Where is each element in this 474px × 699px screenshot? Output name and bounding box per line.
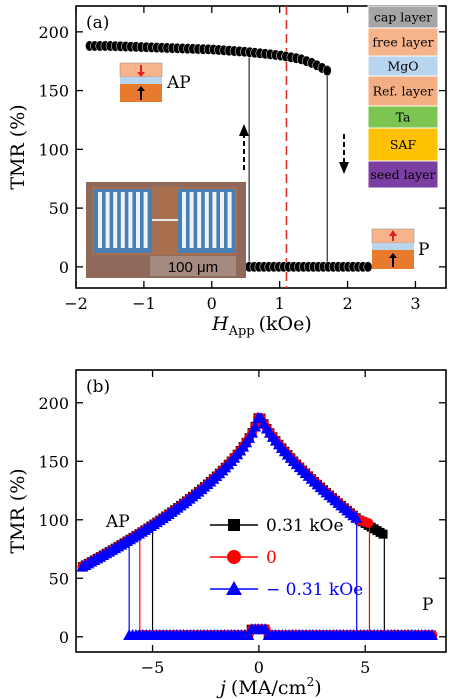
series-triangle-point [242, 629, 255, 641]
layer-saf [367, 127, 439, 162]
series-triangle-point [249, 420, 262, 432]
panel-a-xlabel: HApp (kOe) [211, 313, 312, 339]
coil-line [197, 192, 202, 248]
series-triangle-point [425, 629, 438, 641]
b-p-label: P [422, 595, 433, 615]
coil-line [105, 192, 110, 248]
device-micrograph: 100 μm [86, 182, 246, 278]
coil-line [212, 192, 217, 248]
coil-line [136, 192, 140, 248]
y-tick-label: 150 [38, 452, 69, 471]
sweep-down-arrow [339, 134, 349, 174]
legend-label: − 0.31 kOe [266, 580, 363, 600]
series-circle-point [363, 517, 374, 528]
legend-marker [227, 550, 241, 564]
panel-a-ticks: −2 −1 0 1 2 3 0 50 100 150 200 [38, 6, 446, 313]
legend: 0.31 kOe 0 − 0.31 kOe [210, 516, 363, 600]
panel-b-frame [75, 369, 447, 653]
x-tick-label: −5 [141, 658, 165, 677]
layer-label: MgO [387, 59, 418, 74]
y-tick-label: 50 [49, 569, 69, 588]
coil-line [182, 192, 186, 248]
x-tick-label: 5 [360, 658, 370, 677]
x-tick-label: 2 [342, 294, 352, 313]
x-tick-label: 1 [275, 294, 285, 313]
layer-ref-layer [367, 75, 439, 107]
y-tick-label: 0 [59, 258, 69, 277]
layer-label: seed layer [370, 167, 435, 182]
legend-label: 0 [266, 548, 277, 568]
coil-line [113, 192, 118, 248]
x-tick-label: −1 [132, 294, 156, 313]
panel-a-ylabel: TMR (%) [7, 104, 29, 189]
y-tick-label: 100 [38, 511, 69, 530]
p-label: P [418, 240, 429, 260]
y-tick-label: 100 [38, 140, 69, 159]
panel-a-frame [75, 5, 447, 289]
layer-label: Ref. layer [373, 84, 434, 99]
b-ap-label: AP [105, 512, 130, 532]
y-tick-label: 150 [38, 82, 69, 101]
y-tick-label: 50 [49, 199, 69, 218]
legend-marker [226, 581, 242, 595]
panel-b-ylabel: TMR (%) [7, 468, 29, 553]
ap-label: AP [166, 73, 191, 93]
coil-line [120, 192, 125, 248]
layer-label: cap layer [374, 10, 432, 25]
panel-a-data [85, 6, 373, 288]
coil-line [98, 192, 102, 248]
layer-label: Ta [396, 110, 411, 125]
coil-line [204, 192, 209, 248]
layer-label: SAF [390, 137, 417, 152]
coil-line [189, 192, 194, 248]
series-triangle-point [350, 511, 363, 523]
panel-a-label: (a) [86, 13, 109, 33]
panel-b-data [76, 411, 438, 641]
x-tick-label: 3 [410, 294, 420, 313]
x-tick-label: −2 [64, 294, 88, 313]
coil-line [227, 192, 232, 248]
x-tick-label: 0 [207, 294, 217, 313]
y-tick-label: 200 [38, 23, 69, 42]
legend-label: 0.31 kOe [266, 516, 344, 536]
coil-pattern [98, 192, 232, 248]
p-state-icon [371, 228, 415, 269]
panel-a: (a) −2 −1 0 1 2 3 0 50 100 150 200 TMR (%) HApp (kO… [7, 5, 447, 339]
series-triangle-point [246, 426, 259, 438]
legend-marker [228, 519, 240, 531]
coil-line [220, 192, 224, 248]
layer-stack: cap layer free layer MgO Ref. layer Ta SAF see… [367, 5, 439, 189]
ap-state-icon [119, 62, 163, 102]
layer-label: free layer [372, 35, 433, 50]
x-tick-label: 0 [254, 658, 264, 677]
sweep-up-arrow [239, 124, 249, 170]
coil-line [143, 192, 148, 248]
data-point-p [363, 261, 373, 273]
data-point-ap [322, 65, 332, 77]
panel-b-xlabel: j (MA/cm2) [216, 675, 322, 699]
series-square-point [378, 529, 388, 539]
y-tick-label: 0 [59, 628, 69, 647]
y-tick-label: 200 [38, 394, 69, 413]
panel-b-label: (b) [86, 377, 110, 397]
layer-seed-layer [367, 160, 439, 189]
scale-bar-label: 100 μm [168, 259, 218, 276]
coil-line [128, 192, 133, 248]
